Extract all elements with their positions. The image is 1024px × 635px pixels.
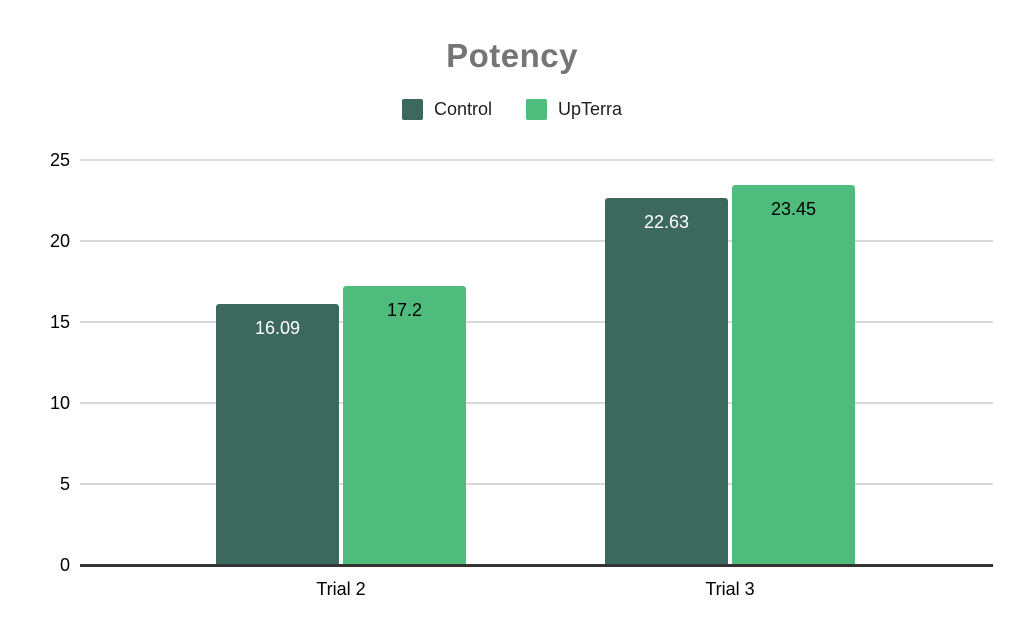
y-tick-label: 10 <box>49 393 70 413</box>
gridline <box>80 321 993 323</box>
y-tick-label: 5 <box>59 474 70 494</box>
gridline <box>80 240 993 242</box>
legend-label-control: Control <box>433 99 492 119</box>
bar-upterra-trial-2: 17.2 <box>343 286 466 565</box>
bar-value-label: 17.2 <box>386 300 423 320</box>
x-category-label: Trial 3 <box>705 579 755 599</box>
legend-item-upterra: UpTerra <box>526 99 622 120</box>
legend-swatch-control-icon <box>401 99 423 120</box>
legend: Control UpTerra <box>0 99 1024 120</box>
bar-value-label: 16.09 <box>254 318 301 338</box>
bar-control-trial-3: 22.63 <box>605 198 728 565</box>
gridline <box>80 483 993 485</box>
bar-value-label: 23.45 <box>770 199 817 219</box>
bar-upterra-trial-3: 23.45 <box>732 185 855 565</box>
legend-item-control: Control <box>401 99 492 120</box>
chart-title: Potency <box>446 37 578 74</box>
gridline <box>80 402 993 404</box>
y-tick-label: 20 <box>49 231 70 251</box>
y-tick-label: 0 <box>59 555 70 575</box>
gridline <box>80 159 993 161</box>
bar-value-label: 22.63 <box>643 212 690 232</box>
legend-swatch-upterra-icon <box>526 99 547 120</box>
x-axis-baseline <box>80 564 993 567</box>
y-tick-label: 25 <box>49 150 70 170</box>
legend-label-upterra: UpTerra <box>558 99 623 119</box>
x-category-label: Trial 2 <box>316 579 366 599</box>
y-tick-label: 15 <box>49 312 70 332</box>
bar-control-trial-2: 16.09 <box>216 304 339 565</box>
